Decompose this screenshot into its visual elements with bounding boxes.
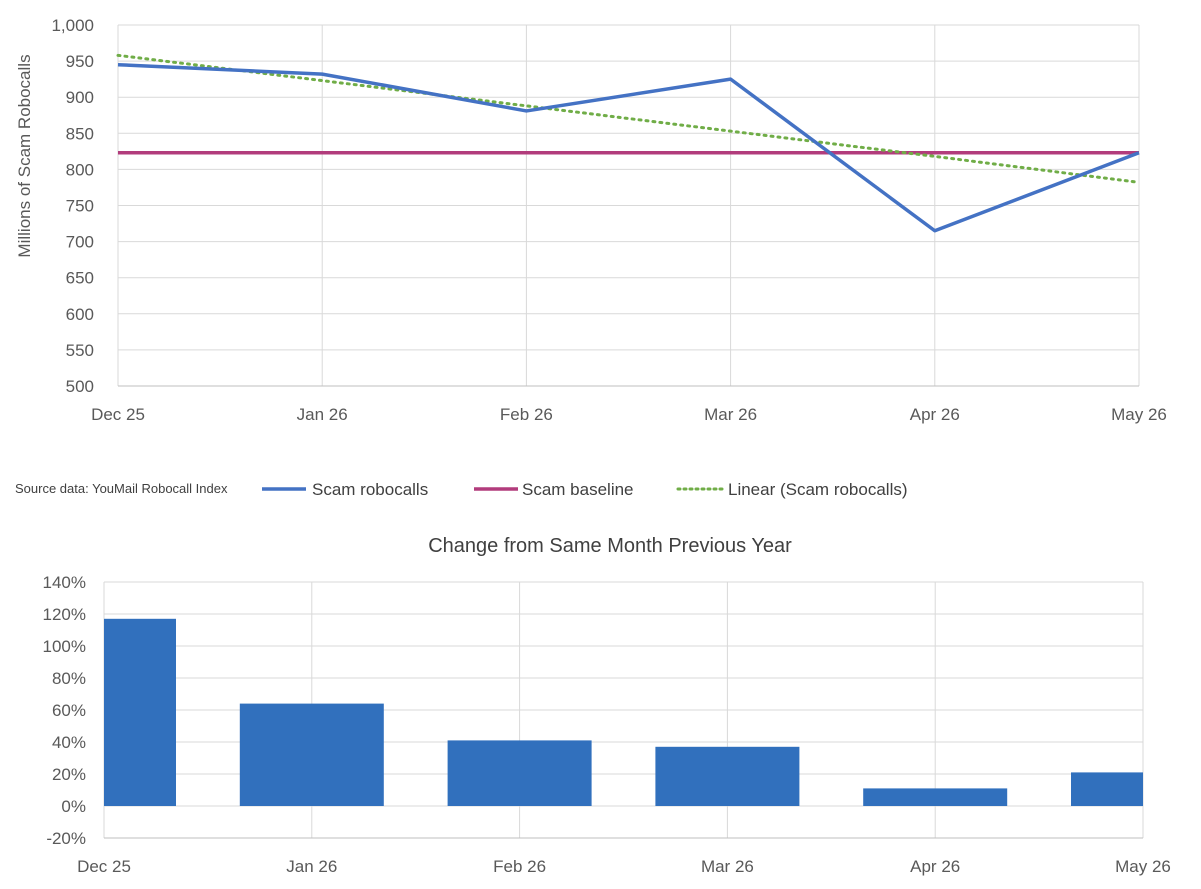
line-chart-legend: Source data: YouMail Robocall Index Scam…	[15, 480, 908, 499]
legend-label-scam-robocalls: Scam robocalls	[312, 480, 428, 499]
bar-chart-title: Change from Same Month Previous Year	[428, 535, 792, 557]
line-chart-y-tick-label: 600	[66, 305, 94, 324]
line-chart-y-tick-label: 950	[66, 52, 94, 71]
line-chart-x-tick-labels: Dec 25 Jan 26 Feb 26 Mar 26 Apr 26 May 26	[91, 405, 1167, 424]
line-chart-y-tick-label: 800	[66, 160, 94, 179]
line-chart-series	[116, 53, 1141, 233]
bar-chart-y-tick-label: 80%	[52, 669, 86, 688]
bar-chart-bars	[104, 618, 1143, 806]
line-chart-y-tick-label: 500	[66, 377, 94, 396]
bar-chart-y-tick-label: 0%	[61, 797, 86, 816]
bar-chart-x-tick-label: Jan 26	[286, 857, 337, 876]
line-chart-y-tick-label: 900	[66, 88, 94, 107]
line-chart-x-tick-label: May 26	[1111, 405, 1167, 424]
bar-apr-26	[863, 788, 1008, 806]
bar-chart-y-tick-label: 140%	[43, 573, 86, 592]
line-chart-y-tick-label: 550	[66, 341, 94, 360]
bar-chart-x-tick-label: Mar 26	[701, 857, 754, 876]
line-chart-y-tick-label: 1,000	[51, 16, 94, 35]
bar-chart: Change from Same Month Previous Year -20…	[43, 535, 1171, 876]
source-note: Source data: YouMail Robocall Index	[15, 481, 228, 496]
legend-label-linear-trend: Linear (Scam robocalls)	[728, 480, 908, 499]
line-chart-gridlines	[117, 24, 1140, 387]
line-chart-y-tick-label: 650	[66, 269, 94, 288]
bar-may-26	[1071, 772, 1143, 806]
line-chart-x-tick-label: Feb 26	[500, 405, 553, 424]
bar-chart-y-tick-label: 40%	[52, 733, 86, 752]
line-chart-x-tick-label: Dec 25	[91, 405, 145, 424]
bar-chart-y-tick-label: -20%	[46, 829, 86, 848]
bar-chart-y-tick-label: 120%	[43, 605, 86, 624]
bar-chart-x-tick-labels: Dec 25 Jan 26 Feb 26 Mar 26 Apr 26 May 26	[77, 857, 1171, 876]
bar-mar-26	[655, 746, 800, 806]
line-chart: 500 550 600 650 700 750 800 850 900 950 1,000 Dec …	[15, 16, 1167, 424]
bar-chart-x-tick-label: May 26	[1115, 857, 1171, 876]
line-chart-y-tick-labels: 500 550 600 650 700 750 800 850 900 950 1,000	[51, 16, 94, 396]
line-chart-y-tick-label: 850	[66, 124, 94, 143]
bar-chart-x-tick-label: Dec 25	[77, 857, 131, 876]
legend-label-scam-baseline: Scam baseline	[522, 480, 634, 499]
bar-chart-x-tick-label: Feb 26	[493, 857, 546, 876]
bar-jan-26	[239, 703, 384, 806]
bar-chart-y-tick-label: 60%	[52, 701, 86, 720]
bar-chart-y-tick-label: 100%	[43, 637, 86, 656]
line-chart-x-tick-label: Mar 26	[704, 405, 757, 424]
bar-chart-x-tick-label: Apr 26	[910, 857, 960, 876]
bar-chart-y-tick-label: 20%	[52, 765, 86, 784]
bar-chart-y-tick-labels: -20% 0% 20% 40% 60% 80% 100% 120% 140%	[43, 573, 86, 848]
line-chart-x-tick-label: Apr 26	[910, 405, 960, 424]
line-chart-y-axis-title: Millions of Scam Robocalls	[15, 54, 34, 257]
line-chart-y-tick-label: 700	[66, 233, 94, 252]
bar-dec-25	[104, 618, 176, 806]
line-chart-y-tick-label: 750	[66, 197, 94, 216]
bar-feb-26	[447, 740, 592, 806]
series-line-scam-robocalls	[117, 62, 1140, 233]
line-chart-x-tick-label: Jan 26	[297, 405, 348, 424]
series-line-linear-scam-robocalls	[116, 53, 1141, 184]
